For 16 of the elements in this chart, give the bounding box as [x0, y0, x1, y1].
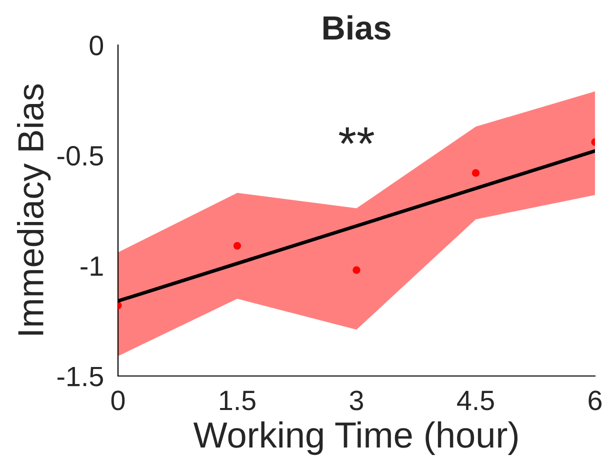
x-tick-label: 4.5 [457, 390, 494, 410]
point [233, 242, 242, 250]
y-tick-label: -0.5 [57, 146, 103, 166]
chart-title: Bias [324, 15, 390, 40]
point [352, 266, 360, 274]
x-tick-label: 1.5 [220, 390, 256, 410]
x-tick-label: 3 [350, 390, 364, 410]
y-tick-label: -1 [80, 256, 103, 276]
x-tick-label: 0 [111, 390, 125, 410]
point [472, 169, 480, 177]
x-tick-label: 6 [588, 390, 602, 410]
y-tick-label: 0 [90, 36, 104, 56]
y-axis-title: Immediacy Bias [17, 84, 51, 335]
annotation: ** [338, 127, 374, 144]
x-axis-title: Working Time (hour) [193, 421, 518, 455]
y-tick-label: -1.5 [57, 366, 103, 386]
